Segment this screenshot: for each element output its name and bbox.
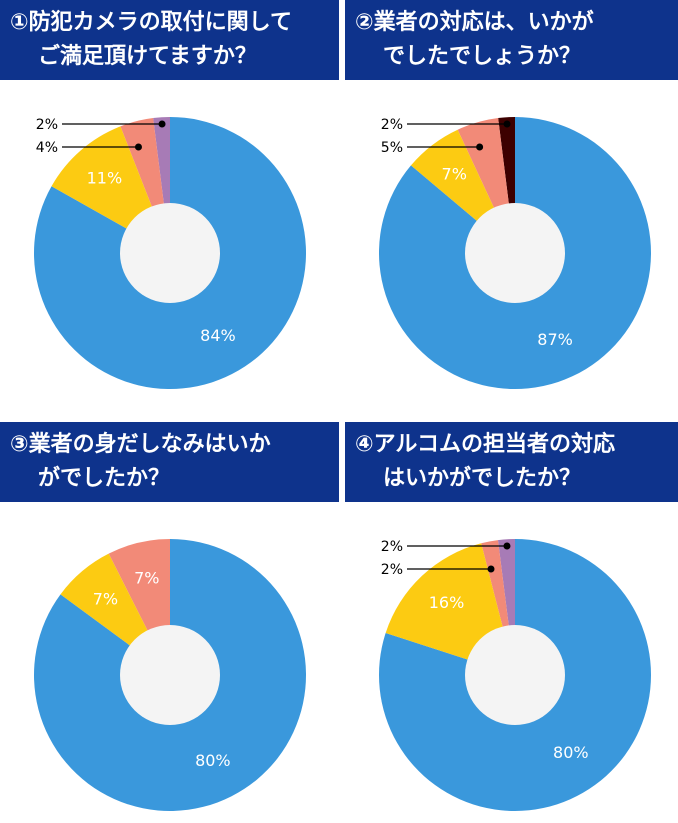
chart-1-title: ①防犯カメラの取付に関してご満足頂けてますか？	[0, 0, 339, 80]
donut-hole	[465, 625, 565, 725]
slice-label: 7%	[134, 569, 159, 588]
slice-label: 80%	[553, 743, 589, 762]
chart-3-title: ③業者の身だしなみはいかがでしたか？	[0, 422, 339, 502]
chart-2-title: ②業者の対応は、いかがでしたでしょうか？	[345, 0, 678, 80]
title-line: ④アルコムの担当者の対応	[355, 432, 615, 457]
chart-3: 80% 7% 7%	[34, 539, 307, 811]
chart-1: 2% 4% 84% 11%	[34, 117, 307, 390]
slice-label: 2%	[381, 539, 403, 555]
slice-label: 2%	[36, 117, 58, 133]
title-line: ①防犯カメラの取付に関して	[10, 10, 292, 35]
title-line: はいかがでしたか？	[383, 466, 582, 491]
slice-label: 5%	[381, 140, 403, 156]
slice-label: 11%	[87, 169, 123, 188]
donut-hole	[120, 625, 220, 725]
leader-dot	[487, 565, 495, 573]
leader-dot	[503, 542, 511, 550]
title-line: ご満足頂けてますか？	[38, 44, 257, 69]
slice-label: 7%	[442, 165, 467, 184]
title-line: でしたでしょうか？	[383, 44, 582, 69]
slice-label: 80%	[195, 751, 231, 770]
leader-dot	[476, 143, 484, 151]
leader-dot	[503, 120, 511, 128]
donut-hole	[465, 203, 565, 303]
slice-label: 4%	[36, 140, 58, 156]
slice-label: 2%	[381, 562, 403, 578]
chart-2: 2% 5% 87% 7%	[379, 117, 651, 389]
slice-label: 7%	[93, 590, 118, 609]
leader-dot	[134, 143, 142, 151]
title-line: ③業者の身だしなみはいか	[10, 432, 271, 457]
slice-label: 87%	[537, 330, 573, 349]
slice-label: 84%	[200, 326, 236, 345]
chart-4-title: ④アルコムの担当者の対応 はいかがでしたか？	[345, 422, 678, 502]
title-line: ②業者の対応は、いかが	[355, 10, 594, 35]
title-line: がでしたか？	[38, 466, 171, 491]
chart-4: 2% 2% 80% 16%	[378, 539, 651, 811]
slice-label: 2%	[381, 117, 403, 133]
slice-label: 16%	[429, 593, 465, 612]
donut-hole	[120, 203, 220, 303]
leader-dot	[158, 120, 166, 128]
